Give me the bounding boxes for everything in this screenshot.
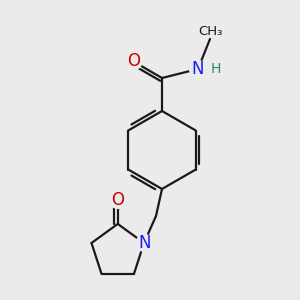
Circle shape [208,61,224,77]
Circle shape [125,53,142,70]
Text: N: N [192,60,204,78]
Text: O: O [111,191,124,209]
Text: H: H [211,62,221,76]
Circle shape [190,61,206,77]
Circle shape [136,235,153,251]
Text: N: N [138,234,151,252]
Text: O: O [127,52,140,70]
Circle shape [110,191,126,208]
Text: CH₃: CH₃ [198,25,222,38]
